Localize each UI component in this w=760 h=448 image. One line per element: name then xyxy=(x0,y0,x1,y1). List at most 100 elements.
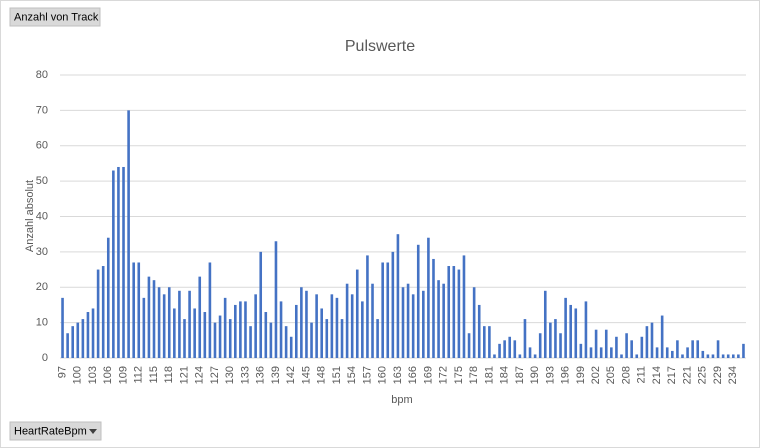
y-tick-label: 40 xyxy=(36,210,48,222)
field-button[interactable] xyxy=(9,7,101,27)
x-tick-label: 109 xyxy=(117,366,129,384)
field-button-label[interactable]: Anzahl von Track xyxy=(14,11,99,23)
bar xyxy=(223,297,227,358)
y-tick-label: 30 xyxy=(36,246,48,258)
bar xyxy=(305,290,308,358)
bar xyxy=(264,312,268,358)
x-tick-label: 205 xyxy=(605,366,617,384)
x-tick-label: 97 xyxy=(56,366,68,378)
x-tick-label: 234 xyxy=(727,366,739,384)
bar xyxy=(132,262,135,358)
bar xyxy=(96,269,100,358)
bar xyxy=(660,315,664,358)
x-tick-label: 217 xyxy=(666,366,678,384)
bar xyxy=(61,297,64,358)
x-tick-label: 163 xyxy=(392,366,404,384)
bar xyxy=(554,319,557,358)
x-tick-label: 160 xyxy=(377,366,389,384)
x-tick-label: 175 xyxy=(453,366,465,384)
x-tick-label: 169 xyxy=(422,366,434,384)
bar xyxy=(325,319,329,358)
bar xyxy=(645,326,649,358)
x-tick-label: 139 xyxy=(270,366,282,384)
bar xyxy=(549,322,552,358)
bar xyxy=(239,301,242,358)
bar xyxy=(391,251,395,358)
bar xyxy=(513,340,517,358)
bar xyxy=(696,340,700,358)
bar xyxy=(671,350,674,358)
x-tick-label: 199 xyxy=(575,366,587,384)
x-tick-label: 202 xyxy=(590,366,602,384)
bar xyxy=(726,354,730,358)
x-tick-label: 112 xyxy=(133,366,145,384)
bar xyxy=(183,319,186,358)
field-button-label[interactable]: HeartRateBpm xyxy=(14,425,87,437)
bar xyxy=(472,287,476,358)
bar xyxy=(701,350,705,358)
bar xyxy=(528,347,532,358)
y-tick-label: 0 xyxy=(42,352,48,364)
bar xyxy=(244,301,247,358)
x-tick-label: 154 xyxy=(346,366,358,384)
x-tick-label: 142 xyxy=(285,366,297,384)
bar xyxy=(137,262,141,358)
bar xyxy=(574,308,578,358)
bar xyxy=(447,266,451,358)
bar xyxy=(589,347,593,358)
bar xyxy=(284,326,288,358)
y-tick-label: 10 xyxy=(36,317,48,329)
bar xyxy=(422,290,425,358)
bar xyxy=(330,294,334,358)
bar xyxy=(564,297,567,358)
bar xyxy=(340,319,344,358)
dropdown-arrow[interactable] xyxy=(89,429,97,434)
x-tick-label: 121 xyxy=(178,366,190,384)
x-tick-label: 124 xyxy=(194,366,206,384)
bar xyxy=(442,283,445,358)
bar xyxy=(86,312,90,358)
bar xyxy=(630,340,633,358)
bar xyxy=(66,333,69,358)
x-tick-label: 157 xyxy=(361,366,373,384)
bar xyxy=(731,354,735,358)
bar xyxy=(427,237,430,358)
bar xyxy=(615,336,618,358)
bar xyxy=(106,237,110,358)
bar xyxy=(437,280,440,358)
x-tick-label: 100 xyxy=(72,366,84,384)
bar xyxy=(122,166,125,358)
field-button[interactable] xyxy=(9,421,102,441)
bar xyxy=(508,336,512,358)
bar xyxy=(406,283,410,358)
x-tick-label: 166 xyxy=(407,366,419,384)
bar xyxy=(457,269,461,358)
x-tick-label: 187 xyxy=(514,366,526,384)
bar xyxy=(361,301,364,358)
bar xyxy=(386,262,390,358)
x-tick-label: 208 xyxy=(620,366,632,384)
bar xyxy=(625,333,628,358)
x-tick-label: 190 xyxy=(529,366,541,384)
bar xyxy=(533,354,537,358)
y-axis-title: Anzahl absolut xyxy=(24,180,36,252)
bar xyxy=(543,290,547,358)
bar xyxy=(203,312,207,358)
bar xyxy=(676,340,679,358)
bar xyxy=(620,354,623,358)
bar xyxy=(112,170,115,358)
bar xyxy=(584,301,588,358)
bar xyxy=(401,287,405,358)
bar xyxy=(254,294,257,358)
bar xyxy=(477,304,481,358)
x-tick-label: 181 xyxy=(483,366,495,384)
bar xyxy=(452,266,456,358)
bar xyxy=(91,308,95,358)
bar xyxy=(208,262,212,358)
y-tick-label: 70 xyxy=(36,104,48,116)
bar xyxy=(259,251,263,358)
bar xyxy=(117,166,120,358)
x-tick-label: 106 xyxy=(102,366,114,384)
bar xyxy=(228,319,232,358)
